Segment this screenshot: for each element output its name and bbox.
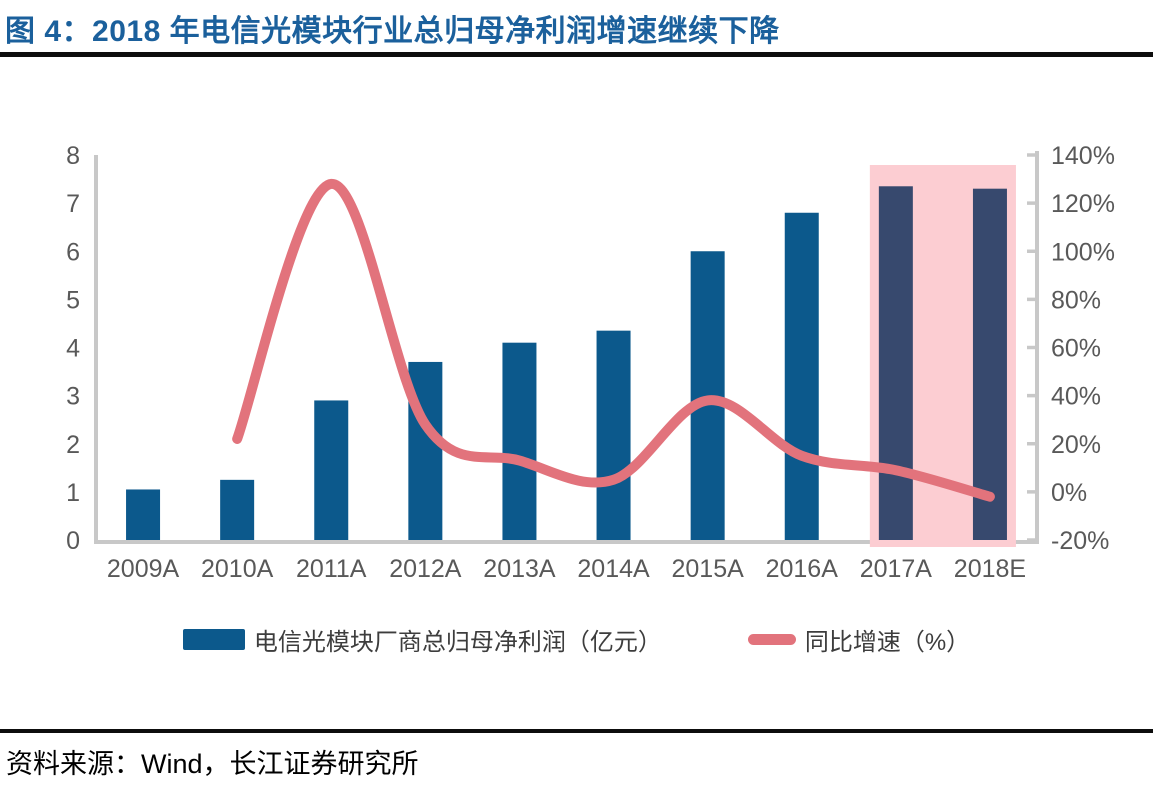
left-axis-tick-label: 0 [66,527,80,555]
left-axis-tick-label: 2 [66,431,80,459]
bar-2013A [502,342,537,540]
bar-2018E [972,188,1007,540]
title-divider-rule [0,52,1153,57]
x-axis-label-2014A: 2014A [577,555,650,583]
source-text: 资料来源：Wind，长江证券研究所 [6,749,419,779]
left-axis-tick-label: 4 [66,335,80,363]
source-divider-rule [0,729,1153,733]
x-axis-label-2011A: 2011A [296,555,367,583]
bar-2010A [220,479,255,540]
bar-series-label: 电信光模块厂商总归母净利润（亿元） [253,629,662,656]
right-axis-tick-label: 80% [1051,286,1101,314]
x-axis-label-2010A: 2010A [201,555,274,583]
right-axis-tick-label: 100% [1051,238,1115,266]
chart-legend: 电信光模块厂商总归母净利润（亿元） 同比增速（%） [0,622,1153,657]
right-axis-tick-label: 40% [1051,383,1101,411]
right-axis-tick-label: 120% [1051,190,1115,218]
left-axis-tick-label: 7 [66,190,80,218]
left-axis-tick-label: 1 [66,479,80,507]
x-axis-label-2013A: 2013A [483,555,556,583]
legend-item-line-series: 同比增速（%） [747,622,971,657]
bar-2016A [784,212,819,540]
x-axis-label-2015A: 2015A [672,555,745,583]
x-axis-label-2018E: 2018E [954,555,1026,583]
line-series-swatch-icon [747,634,796,645]
bar-2017A [878,186,913,540]
left-axis-tick-label: 3 [66,383,80,411]
left-axis-tick-label: 8 [66,142,80,170]
right-axis-tick-label: 140% [1051,142,1115,170]
left-axis-tick-label: 5 [66,286,80,314]
right-axis-tick-label: 20% [1051,431,1101,459]
bar-series-swatch-icon [182,629,245,650]
bar-2009A [126,489,161,540]
figure-title: 图 4：2018 年电信光模块行业总归母净利润增速继续下降 [5,15,780,48]
x-axis-label-2016A: 2016A [766,555,839,583]
x-axis-label-2009A: 2009A [107,555,180,583]
bar-2014A [596,330,631,540]
right-axis-tick-label: 0% [1051,479,1087,507]
left-axis-tick-label: 6 [66,238,80,266]
growth-line [232,178,995,502]
right-axis-tick-label: 60% [1051,335,1101,363]
right-axis-tick-label: -20% [1051,527,1109,555]
x-axis-label-2012A: 2012A [389,555,462,583]
x-axis-label-2017A: 2017A [860,555,933,583]
legend-item-bar-series: 电信光模块厂商总归母净利润（亿元） [182,622,662,657]
bar-2011A [314,400,349,540]
line-series-label: 同比增速（%） [804,629,971,656]
